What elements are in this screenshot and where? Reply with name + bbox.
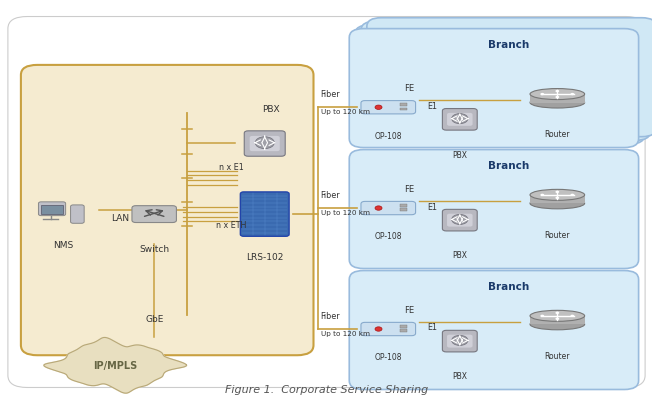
Circle shape — [571, 315, 574, 317]
Text: PBX: PBX — [263, 105, 280, 114]
Text: FE: FE — [404, 184, 415, 193]
FancyBboxPatch shape — [361, 322, 415, 336]
Ellipse shape — [530, 90, 584, 100]
Circle shape — [556, 97, 559, 99]
Text: E1: E1 — [427, 323, 437, 332]
FancyBboxPatch shape — [400, 330, 407, 332]
FancyBboxPatch shape — [400, 104, 407, 107]
FancyBboxPatch shape — [530, 95, 584, 103]
Circle shape — [452, 335, 468, 345]
Text: Router: Router — [545, 130, 570, 139]
FancyBboxPatch shape — [349, 271, 639, 390]
Circle shape — [255, 137, 274, 149]
FancyBboxPatch shape — [530, 195, 584, 204]
Circle shape — [571, 194, 574, 196]
FancyBboxPatch shape — [442, 210, 477, 231]
Polygon shape — [44, 338, 187, 393]
FancyBboxPatch shape — [249, 136, 279, 152]
FancyBboxPatch shape — [447, 335, 473, 348]
Text: Fiber: Fiber — [321, 90, 340, 99]
Ellipse shape — [530, 198, 584, 209]
Text: n x E1: n x E1 — [219, 163, 244, 172]
Text: Switch: Switch — [139, 245, 169, 254]
Circle shape — [571, 94, 574, 96]
Text: OP-108: OP-108 — [375, 232, 402, 241]
Text: Branch: Branch — [488, 40, 529, 49]
Circle shape — [375, 207, 382, 211]
Circle shape — [541, 194, 544, 196]
Circle shape — [556, 312, 559, 314]
Circle shape — [541, 315, 544, 317]
Text: NMS: NMS — [53, 241, 73, 250]
Ellipse shape — [530, 190, 584, 201]
Circle shape — [556, 197, 559, 200]
FancyBboxPatch shape — [8, 17, 645, 388]
FancyBboxPatch shape — [71, 205, 84, 224]
Text: Up to 120 km: Up to 120 km — [321, 109, 370, 115]
Text: FE: FE — [404, 305, 415, 314]
FancyBboxPatch shape — [349, 30, 639, 148]
Ellipse shape — [530, 319, 584, 330]
Text: Up to 120 km: Up to 120 km — [321, 210, 370, 216]
FancyBboxPatch shape — [442, 330, 477, 352]
Text: n x ETH: n x ETH — [215, 220, 246, 229]
FancyBboxPatch shape — [41, 205, 63, 215]
Text: IP/MPLS: IP/MPLS — [93, 360, 137, 371]
Circle shape — [452, 215, 468, 225]
Text: OP-108: OP-108 — [375, 352, 402, 362]
FancyBboxPatch shape — [530, 316, 584, 324]
FancyBboxPatch shape — [361, 202, 415, 215]
Text: Figure 1.  Corporate Service Sharing: Figure 1. Corporate Service Sharing — [225, 384, 428, 394]
Circle shape — [452, 114, 468, 124]
FancyBboxPatch shape — [349, 150, 639, 269]
FancyBboxPatch shape — [400, 205, 407, 207]
FancyBboxPatch shape — [367, 19, 653, 137]
Text: FE: FE — [404, 84, 415, 93]
FancyBboxPatch shape — [447, 113, 473, 126]
Text: Router: Router — [545, 351, 570, 360]
Text: PBX: PBX — [453, 371, 468, 380]
Text: PBX: PBX — [453, 251, 468, 260]
FancyBboxPatch shape — [400, 209, 407, 211]
FancyBboxPatch shape — [355, 26, 645, 145]
FancyBboxPatch shape — [21, 66, 313, 355]
FancyBboxPatch shape — [132, 206, 176, 223]
Circle shape — [541, 94, 544, 96]
Ellipse shape — [530, 311, 584, 322]
Circle shape — [375, 106, 382, 110]
Text: E1: E1 — [427, 102, 437, 111]
Text: Fiber: Fiber — [321, 311, 340, 320]
FancyBboxPatch shape — [361, 22, 650, 141]
Ellipse shape — [530, 98, 584, 109]
FancyBboxPatch shape — [361, 101, 415, 115]
FancyBboxPatch shape — [400, 109, 407, 111]
Text: Branch: Branch — [488, 160, 529, 170]
Text: Up to 120 km: Up to 120 km — [321, 330, 370, 337]
FancyBboxPatch shape — [244, 132, 285, 157]
Text: OP-108: OP-108 — [375, 131, 402, 140]
Circle shape — [556, 91, 559, 93]
Circle shape — [556, 318, 559, 320]
Text: PBX: PBX — [453, 150, 468, 159]
Text: GbE: GbE — [145, 315, 163, 324]
Circle shape — [375, 327, 382, 331]
Circle shape — [556, 191, 559, 194]
Text: Router: Router — [545, 231, 570, 240]
Text: LRS-102: LRS-102 — [246, 253, 283, 262]
FancyBboxPatch shape — [442, 109, 477, 131]
FancyBboxPatch shape — [447, 214, 473, 227]
FancyBboxPatch shape — [39, 202, 66, 216]
Text: Branch: Branch — [488, 281, 529, 291]
Text: LAN: LAN — [110, 213, 129, 222]
FancyBboxPatch shape — [400, 325, 407, 328]
Text: Fiber: Fiber — [321, 191, 340, 200]
Text: E1: E1 — [427, 202, 437, 211]
FancyBboxPatch shape — [240, 192, 289, 237]
